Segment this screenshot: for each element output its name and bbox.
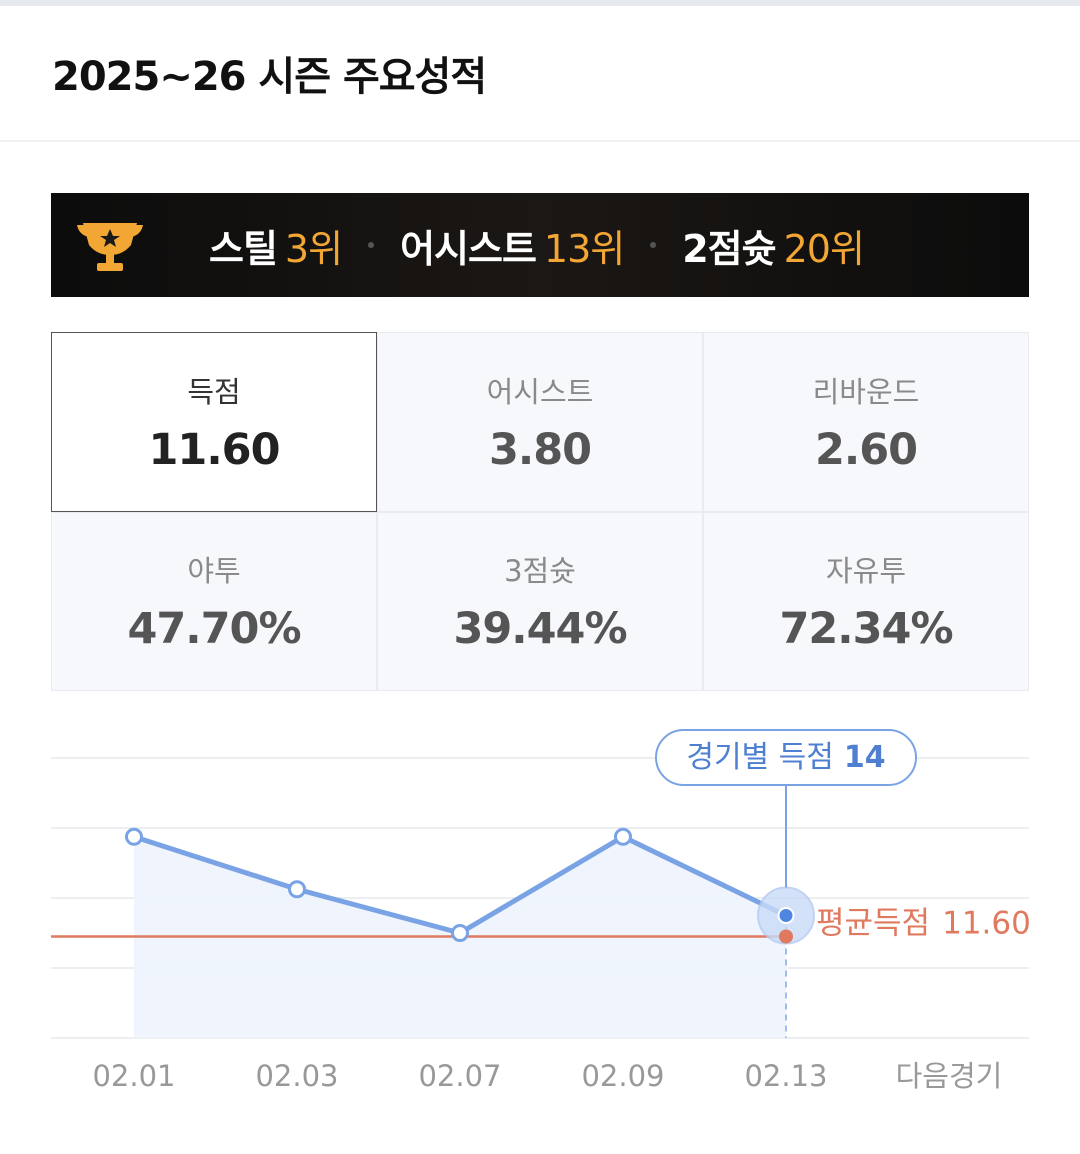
stat-cell: 리바운드 2.60 xyxy=(703,332,1029,512)
point xyxy=(125,827,143,846)
rank-item: 스틸 3위 xyxy=(209,218,343,273)
average-title: 평균득점 xyxy=(816,905,930,941)
tooltip-box xyxy=(655,729,917,786)
stat-value: 2.60 xyxy=(814,424,918,475)
average-value: 11.60 xyxy=(942,905,1031,941)
stat-label: 자유투 xyxy=(825,554,907,589)
stats-grid: 득점 11.60 어시스트 3.80 리바운드 2.60 야투 47.70% 3점슛 39.44%… xyxy=(51,332,1029,691)
separator xyxy=(650,242,657,248)
x-tick-label: 02.07 xyxy=(418,1059,501,1093)
stat-cell: 득점 11.60 xyxy=(51,332,377,512)
stat-value: 72.34% xyxy=(779,604,953,655)
stat-label: 3점슛 xyxy=(504,554,576,589)
point xyxy=(288,880,306,899)
tooltip-value: 14 xyxy=(844,740,886,775)
stat-value: 39.44% xyxy=(453,604,627,655)
rank-value: 13위 xyxy=(543,226,625,271)
x-tick-label: 02.13 xyxy=(744,1059,827,1093)
stat-value: 3.80 xyxy=(488,424,592,475)
rank-item: 어시스트 13위 xyxy=(400,218,625,273)
separator xyxy=(368,242,375,248)
stat-cell: 야투 47.70% xyxy=(51,511,377,691)
stat-value: 47.70% xyxy=(127,604,301,655)
average-label: 평균득점 11.60 xyxy=(816,905,1031,941)
trophy-icon xyxy=(77,223,143,271)
stat-value: 11.60 xyxy=(148,424,280,475)
stat-cell: 자유투 72.34% xyxy=(703,511,1029,691)
chart: 02.01 02.03 02.07 02.09 02.13 다음경기 평균득점 11.60 경기… xyxy=(51,729,1031,1093)
rank-value: 20위 xyxy=(783,226,865,271)
point xyxy=(451,924,469,942)
stat-label: 득점 xyxy=(187,374,241,409)
divider xyxy=(0,140,1080,142)
stat-label: 어시스트 xyxy=(486,374,594,409)
x-tick-label: 02.03 xyxy=(255,1059,338,1093)
x-tick-label: 02.09 xyxy=(581,1059,664,1093)
stat-label: 야투 xyxy=(187,554,241,589)
rank-banner: 스틸 3위 어시스트 13위 2점슛 20위 xyxy=(51,193,1029,297)
x-tick-label: 02.01 xyxy=(92,1059,175,1093)
stat-cell: 어시스트 3.80 xyxy=(377,332,703,512)
tooltip-label: 경기별 득점 xyxy=(686,740,834,775)
selected-point xyxy=(777,907,795,924)
rank-label: 2점슛 xyxy=(682,226,776,271)
average-dot xyxy=(779,929,793,944)
rank-label: 스틸 xyxy=(209,226,278,271)
section-title: 2025~26 시즌 주요성적 xyxy=(52,54,487,100)
rank-list: 스틸 3위 어시스트 13위 2점슛 20위 xyxy=(209,218,865,273)
x-tick-label: 다음경기 xyxy=(896,1059,1003,1093)
rank-value: 3위 xyxy=(284,226,343,271)
point xyxy=(614,827,632,846)
rank-label: 어시스트 xyxy=(400,226,537,271)
tooltip-text: 경기별 득점 14 xyxy=(686,740,885,775)
stat-cell: 3점슛 39.44% xyxy=(377,511,703,691)
rank-item: 2점슛 20위 xyxy=(682,218,865,273)
stat-label: 리바운드 xyxy=(812,374,920,409)
top-bar xyxy=(0,0,1080,6)
